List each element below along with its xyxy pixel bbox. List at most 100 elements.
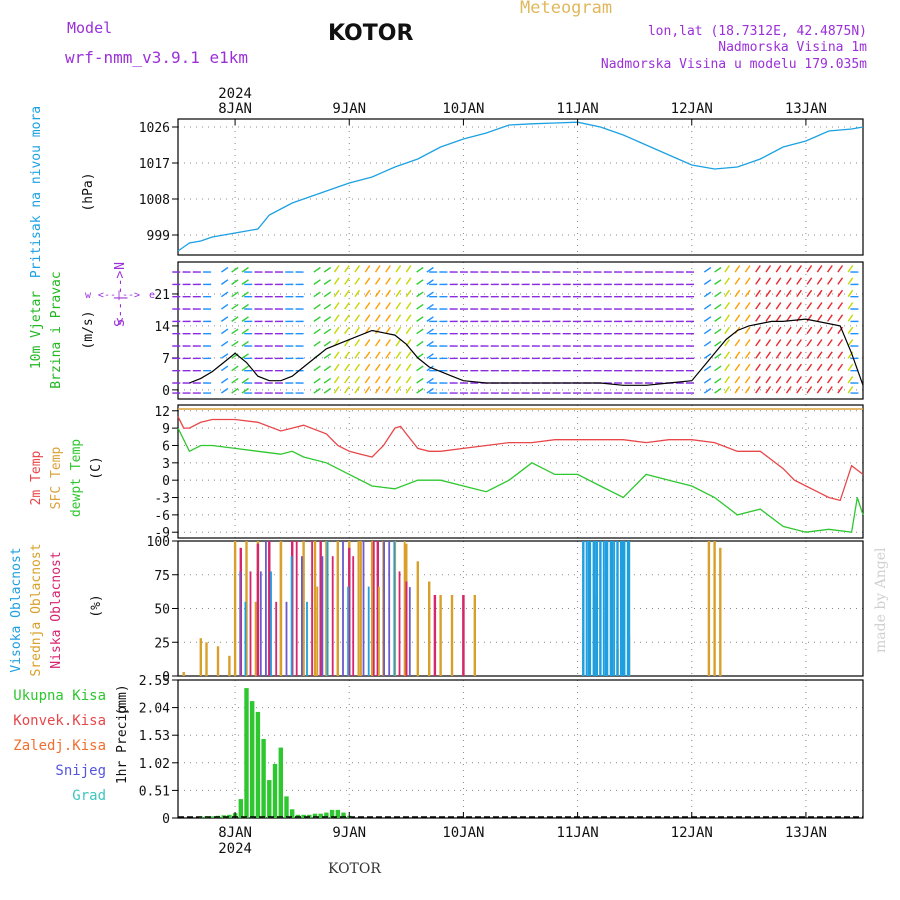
wind-vector (354, 289, 361, 298)
wind-vector (847, 363, 854, 372)
wind-vector (354, 376, 361, 384)
cloud-bar (228, 655, 231, 677)
wind-vector (385, 265, 391, 273)
wind-vector (364, 386, 371, 394)
wind-vector (703, 316, 712, 322)
wind-vector (765, 376, 772, 384)
wind-vector (806, 314, 813, 322)
wind-panel: 0 7 14 21 (154, 261, 864, 400)
precip-bar (335, 809, 340, 818)
cloud-bar (587, 541, 591, 676)
wind-vector (364, 289, 371, 298)
wind-vector (344, 351, 350, 359)
wind-vector (806, 376, 813, 384)
wind-vector (847, 386, 854, 394)
wind-vector (231, 303, 239, 310)
cloud-bar (325, 541, 328, 676)
cloud-bar (388, 541, 391, 676)
cloud-bar (302, 541, 305, 676)
wind-vector (313, 291, 321, 298)
wind-vector (323, 377, 332, 384)
wind-ytick-label: 0 (162, 384, 170, 399)
cloud-bar (285, 601, 288, 677)
wind-vector (385, 386, 391, 394)
wind-vector (364, 376, 371, 384)
cloud-bar (321, 556, 324, 676)
cloud-bar (234, 601, 236, 677)
wind-vector (333, 351, 340, 359)
bottom-day-label: 9JAN (332, 825, 366, 841)
wind-vector (333, 314, 340, 322)
wind-vector (744, 386, 751, 394)
wind-vector (395, 386, 402, 394)
precipitation-frame (177, 679, 864, 819)
wind-vector (344, 386, 350, 394)
wind-vector (231, 316, 239, 322)
wind-vector (703, 266, 712, 273)
wind-vector (344, 326, 350, 335)
wind-vector (796, 265, 802, 273)
wind-vector (231, 340, 239, 347)
clouds-ytick-label: 75 (154, 569, 170, 584)
wind-vector (703, 353, 712, 359)
wind-vector (744, 265, 751, 273)
wind-vector (816, 314, 823, 322)
cloud-bar (416, 561, 419, 677)
cloud-bar (626, 541, 629, 676)
wind-unit: (m/s) (81, 310, 96, 349)
cloud-bar (342, 541, 344, 676)
elevation-text: Nadmorska Visina 1m (718, 40, 867, 55)
cloud-bar (593, 541, 596, 676)
wind-vector (806, 277, 813, 285)
wind-vector (323, 365, 332, 372)
cloud-bar (316, 586, 319, 676)
wind-vector (374, 265, 381, 273)
wind-vector (405, 376, 412, 384)
wind-vector (241, 377, 249, 384)
wind-vector (231, 387, 239, 394)
wind-vector (323, 387, 332, 394)
wind-vector (714, 365, 722, 372)
wind-vector (775, 302, 782, 310)
wind-vector (755, 302, 761, 310)
precip-bar (312, 813, 318, 818)
pressure-panel: 999 1008 1017 1026 (139, 118, 864, 256)
wind-ylabel-2: Brzina i Pravac (49, 271, 64, 388)
wind-vector (231, 377, 239, 384)
wind-vector (714, 353, 722, 359)
wind-key-ns-arrow: <--|--> (113, 270, 128, 325)
wind-vector (220, 303, 229, 310)
wind-vector (220, 279, 229, 285)
cloud-bar (719, 547, 722, 677)
top-day-label: 10JAN (442, 101, 484, 117)
wind-vector (775, 351, 782, 359)
cloud-bar (256, 543, 260, 676)
wind-vector (313, 266, 321, 273)
wind-vector (344, 339, 350, 347)
wind-vector (744, 302, 751, 310)
wind-vector (714, 316, 722, 322)
cloud-bar (627, 541, 631, 676)
wind-vector (333, 363, 340, 372)
wind-vector (744, 314, 751, 322)
precip-legend-item: Grad (72, 788, 106, 804)
wind-vector (765, 326, 772, 335)
wind-vector (734, 339, 741, 347)
temperature-ytick-label: -3 (154, 492, 170, 507)
cloud-bar (398, 571, 401, 676)
wind-vector (333, 289, 340, 298)
wind-vector (405, 351, 412, 359)
wind-vector (385, 376, 391, 384)
wind-vector (785, 339, 792, 347)
wind-vector (847, 289, 854, 298)
wind-ytick-label: 21 (154, 288, 170, 303)
wind-vector (416, 387, 424, 394)
wind-vector (806, 265, 813, 273)
wind-vector (241, 316, 249, 322)
wind-vector (765, 302, 772, 310)
cloud-bars-detail (234, 541, 629, 677)
cloud-bar (376, 541, 379, 676)
wind-vector (837, 363, 844, 372)
wind-vector (220, 353, 229, 359)
bottom-day-label: 13JAN (785, 825, 827, 841)
